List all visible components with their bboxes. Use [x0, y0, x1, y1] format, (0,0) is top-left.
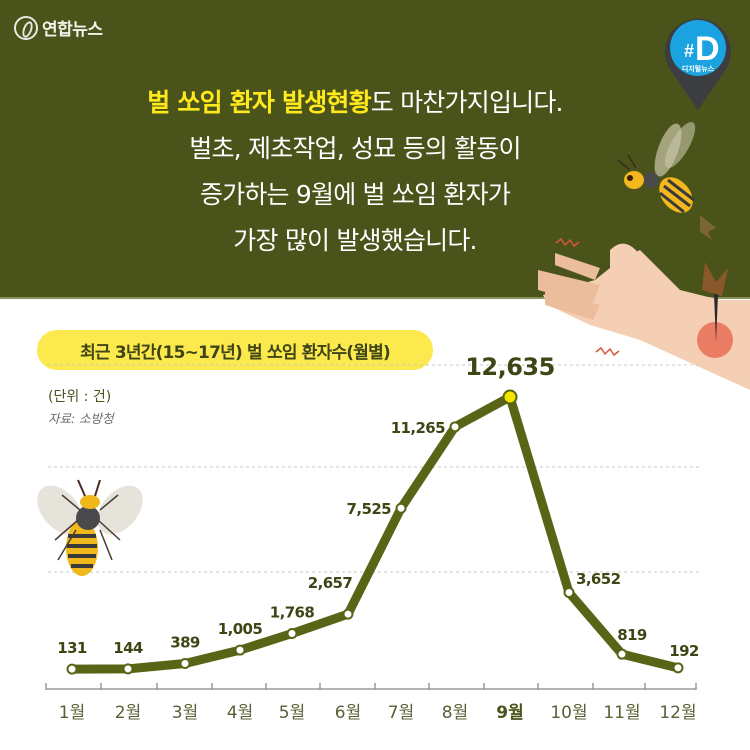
data-point-marker — [672, 662, 684, 674]
data-point-marker — [342, 608, 354, 620]
data-point-marker — [286, 628, 298, 640]
headline-line-4: 가장 많이 발생했습니다. — [233, 226, 477, 255]
hash-icon: # — [684, 41, 694, 61]
headline: 벌 쏘임 환자 발생현황도 마찬가지입니다. 벌초, 제초작업, 성묘 등의 활… — [60, 80, 650, 264]
data-point-marker — [563, 587, 575, 599]
badge-label: 디지털뉴스 — [682, 64, 715, 73]
data-value-label: 1,005 — [218, 620, 263, 638]
digital-news-badge: # D 디지털뉴스 — [665, 18, 731, 111]
header-divider — [0, 297, 750, 299]
x-tick-label: 4월 — [227, 703, 253, 723]
data-value-label: 3,652 — [576, 570, 621, 588]
series-line — [67, 392, 683, 674]
data-value-label: 819 — [617, 626, 647, 644]
x-tick-label: 7월 — [388, 703, 414, 723]
data-point-marker — [234, 644, 246, 656]
data-labels: 131 144 389 1,005 1,768 2,657 7,525 11,265 12,63… — [57, 353, 699, 660]
data-point-marker — [395, 502, 407, 514]
data-value-label: 11,265 — [391, 419, 445, 437]
headline-line-1-rest: 도 마찬가지입니다. — [370, 88, 564, 117]
x-tick-label: 10월 — [550, 703, 587, 723]
data-point-marker — [179, 658, 191, 670]
unit-label: (단위 : 건) — [48, 389, 112, 405]
x-tick-label: 5월 — [279, 703, 305, 723]
x-tick-label: 2월 — [115, 703, 141, 723]
yonhap-logo: 연합뉴스 — [14, 15, 103, 40]
peak-marker — [502, 389, 518, 405]
source-label: 자료: 소방청 — [48, 411, 114, 426]
data-point-marker — [449, 421, 461, 433]
headline-highlight: 벌 쏘임 환자 발생현황 — [147, 88, 371, 117]
chart-title-pill: 최근 3년간(15~17년) 벌 쏘임 환자수(월별) — [37, 330, 433, 370]
peak-value-label: 12,635 — [465, 353, 555, 381]
logo-text: 연합뉴스 — [42, 20, 103, 40]
data-point-marker — [66, 663, 78, 675]
data-value-label: 389 — [170, 634, 200, 652]
x-tick-label: 11월 — [603, 703, 640, 723]
headline-line-3: 증가하는 9월에 벌 쏘임 환자가 — [199, 180, 511, 209]
data-value-label: 7,525 — [347, 500, 392, 518]
x-tick-label: 9월 — [496, 703, 523, 723]
data-value-label: 1,768 — [270, 604, 315, 622]
x-tick-label: 1월 — [59, 703, 85, 723]
data-value-label: 2,657 — [308, 574, 353, 592]
data-point-marker — [616, 648, 628, 660]
x-tick-label: 6월 — [335, 703, 361, 723]
chart-title: 최근 3년간(15~17년) 벌 쏘임 환자수(월별) — [80, 342, 391, 363]
x-tick-label: 3월 — [172, 703, 198, 723]
bee-icon — [37, 479, 143, 576]
data-value-label: 131 — [57, 639, 87, 657]
headline-line-2: 벌초, 제초작업, 성묘 등의 활동이 — [189, 134, 521, 163]
yonhap-logo-icon — [14, 15, 38, 40]
gridlines — [48, 364, 700, 573]
x-tick-label: 12월 — [659, 703, 696, 723]
data-point-marker — [122, 663, 134, 675]
data-markers — [66, 389, 684, 675]
headline-line-1: 벌 쏘임 환자 발생현황도 마찬가지입니다. — [60, 80, 650, 126]
x-tick-label: 8월 — [442, 703, 468, 723]
data-value-label: 192 — [669, 642, 699, 660]
data-value-label: 144 — [113, 639, 143, 657]
x-axis: 1월 2월 3월 4월 5월 6월 7월 8월 9월 10월 11월 12월 — [45, 683, 697, 723]
badge-d: D — [695, 30, 720, 68]
